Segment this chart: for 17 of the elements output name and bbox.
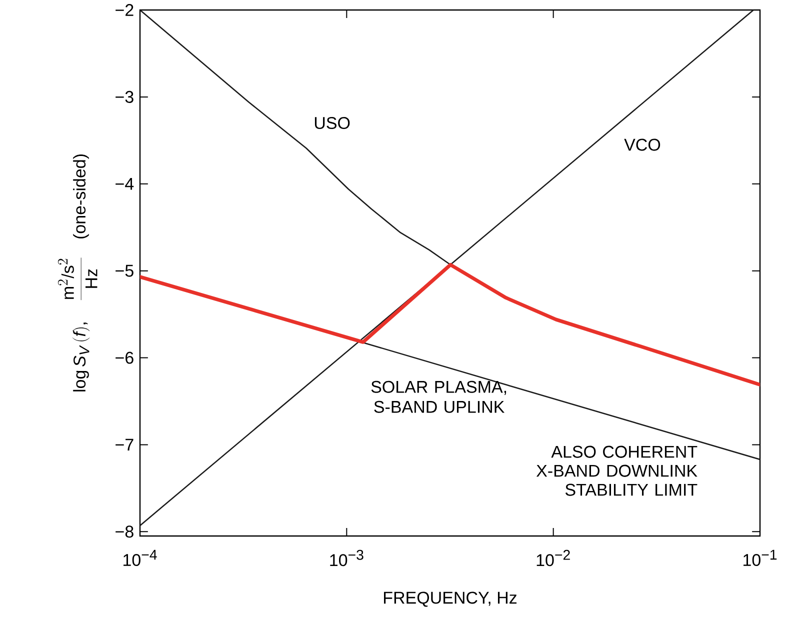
series-label: SOLAR PLASMA, S-BAND UPLINK bbox=[371, 380, 506, 413]
y-tick-label: −7 bbox=[116, 438, 134, 451]
y-tick-label: −6 bbox=[116, 352, 134, 364]
series-label: USO bbox=[314, 116, 350, 130]
annotation: ALSO COHERENT X-BAND DOWNLINK STABILITY LIMIT bbox=[536, 446, 698, 496]
y-tick-label: −4 bbox=[116, 178, 134, 190]
y-tick-label: −2 bbox=[116, 4, 134, 16]
x-tick-label: 10$^{−4}$ bbox=[124, 550, 157, 566]
x-tick-label: 10$^{−1}$ bbox=[744, 550, 777, 566]
y-tick-label: −5 bbox=[116, 264, 134, 277]
x-tick-label: 10$^{−3}$ bbox=[330, 550, 364, 566]
y-tick-label: −3 bbox=[116, 90, 134, 103]
y-tick-label: −8 bbox=[116, 526, 134, 538]
y-axis-title: $\log S_{V}\,(f),\quad \frac{\mathrm{m}^{2}/\mathrm{s}^{2}}{\mathrm{Hz}}\quad \mbox{(one-sided)}$ bbox=[58, 154, 98, 392]
series-label: VCO bbox=[624, 138, 660, 151]
x-tick-label: 10$^{−2}$ bbox=[536, 550, 570, 566]
x-axis-title: FREQUENCY, Hz bbox=[384, 592, 517, 607]
